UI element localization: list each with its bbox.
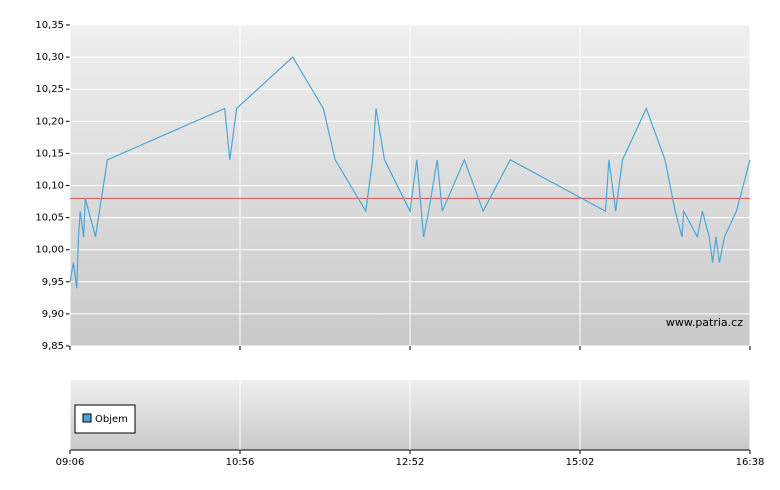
x-tick-label: 10:56 (226, 457, 255, 468)
y-tick-label: 9,85 (42, 341, 64, 352)
x-tick-label: 12:52 (396, 457, 425, 468)
y-tick-label: 10,05 (35, 213, 64, 224)
legend-box (74, 404, 136, 434)
legend-label: Objem (95, 414, 128, 425)
y-tick-label: 10,20 (35, 116, 64, 127)
x-tick-label: 09:06 (56, 457, 85, 468)
y-tick-label: 10,30 (35, 52, 64, 63)
y-tick-label: 9,90 (42, 309, 64, 320)
y-tick-label: 10,10 (35, 181, 64, 192)
x-tick-label: 16:38 (736, 457, 765, 468)
y-tick-label: 10,00 (35, 245, 64, 256)
y-tick-label: 10,15 (35, 148, 64, 159)
watermark: www.patria.cz (666, 316, 743, 329)
legend-swatch (82, 413, 92, 423)
y-tick-label: 10,35 (35, 20, 64, 31)
x-tick-label: 15:02 (566, 457, 595, 468)
price-line (69, 56, 751, 289)
y-tick-label: 9,95 (42, 277, 64, 288)
y-tick-label: 10,25 (35, 84, 64, 95)
